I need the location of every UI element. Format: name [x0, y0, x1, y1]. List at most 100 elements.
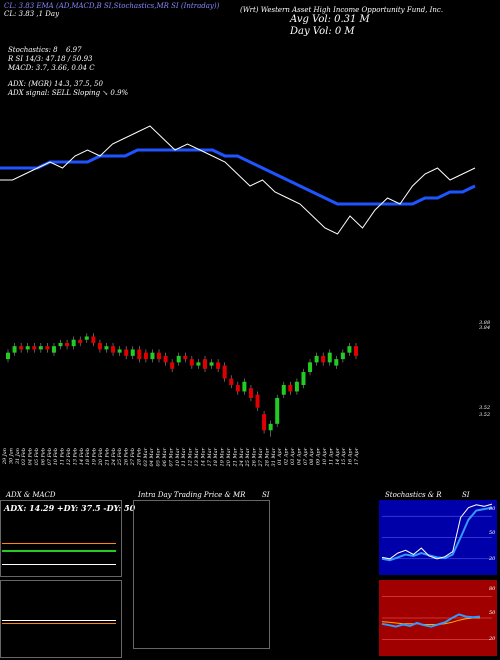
candle-body — [143, 352, 148, 360]
candle-body — [78, 339, 83, 343]
adx-line: ADX: (MGR) 14.3, 37.5, 50 — [8, 80, 103, 88]
candle-body — [97, 342, 102, 350]
date-label: 04 Mar — [149, 447, 155, 466]
candle-body — [12, 346, 17, 353]
rsi-line — [381, 613, 481, 628]
date-label: 03 Apr — [290, 447, 296, 465]
stoch-tick-50: 50 — [489, 530, 496, 536]
date-label: 28 Feb — [136, 448, 142, 466]
rsi-line: R SI 14/3: 47.18 / 50.93 — [8, 55, 93, 63]
avg-vol: Avg Vol: 0.31 M — [290, 14, 370, 25]
candle-body — [157, 352, 162, 360]
candlestick-chart — [6, 333, 358, 437]
date-label: 29 Jan — [2, 448, 8, 465]
adx-panel — [0, 500, 122, 577]
macd-panel — [0, 580, 122, 658]
adx-di-plus-line — [2, 550, 116, 552]
date-label: 19 Mar — [220, 447, 226, 466]
candle-body — [45, 346, 50, 350]
date-label: 10 Mar — [175, 447, 181, 466]
candle-body — [281, 385, 286, 395]
candle-body — [84, 336, 89, 340]
date-label: 31 Jan — [15, 448, 21, 464]
date-label: 20 Mar — [226, 447, 232, 467]
day-vol: Day Vol: 0 M — [290, 26, 355, 37]
date-label: 06 Mar — [162, 447, 168, 466]
candle-body — [340, 352, 345, 360]
candle-body — [242, 381, 247, 392]
stoch-panel-title-2: SI — [462, 491, 470, 499]
stoch-panel-title: Stochastics & R — [385, 491, 442, 499]
adx-panel-title: ADX & MACD — [6, 491, 56, 499]
rsi-tick-20: 20 — [489, 636, 496, 642]
date-label: 17 Apr — [354, 447, 360, 465]
date-label: 06 Feb — [40, 448, 46, 465]
candle-body — [183, 355, 188, 360]
adx-di-minus-line — [2, 543, 116, 544]
date-label: 12 Mar — [188, 447, 194, 466]
stochastics-label: Stochastics: 8 — [8, 46, 58, 54]
date-label: 07 Feb — [47, 448, 53, 465]
date-label: 26 Mar — [252, 447, 258, 467]
candle-body — [255, 394, 260, 408]
candle-body — [104, 346, 109, 350]
candle-body — [301, 372, 306, 385]
adx-line-white — [2, 564, 116, 565]
date-label: 21 Feb — [104, 448, 110, 466]
date-label: 21 Mar — [232, 447, 238, 467]
date-label: 18 Mar — [213, 447, 219, 466]
candle-body — [51, 346, 56, 353]
candle-body — [137, 349, 142, 360]
candle-body — [6, 352, 10, 360]
rsi-tick-80: 80 — [489, 586, 496, 592]
candle-body — [19, 346, 24, 350]
price-high-label: 3.88 — [479, 320, 491, 326]
date-label: 07 Apr — [303, 447, 309, 465]
candle-body — [38, 346, 43, 350]
date-label: 15 Apr — [341, 447, 347, 465]
intraday-panel-title: Intra Day Trading Price & MR — [138, 491, 246, 499]
intraday-panel-title-2: SI — [262, 491, 270, 499]
ticker-line-2: CL: 3.83 ,1 Day — [4, 10, 60, 18]
candle-body — [262, 414, 267, 431]
candle-body — [288, 385, 293, 392]
date-label: 25 Feb — [117, 448, 123, 466]
candle-body — [222, 365, 227, 379]
candle-body — [163, 355, 168, 363]
candle-body — [32, 346, 37, 350]
stoch-k-line — [381, 503, 493, 560]
date-label: 20 Feb — [98, 448, 104, 466]
date-label: 25 Mar — [245, 447, 251, 467]
candle-body — [216, 362, 221, 369]
date-label: 07 Mar — [168, 447, 174, 466]
candle-body — [65, 342, 70, 347]
price-low-label-2: 3.52 — [479, 412, 491, 418]
date-label: 09 Apr — [316, 447, 322, 465]
candle-body — [235, 385, 240, 392]
date-label: 31 Mar — [271, 447, 277, 466]
macd-line — [2, 620, 116, 621]
date-label: 05 Mar — [156, 447, 162, 466]
date-label: 12 Feb — [66, 448, 72, 465]
candle-body — [150, 352, 155, 360]
price-ema-chart — [0, 125, 476, 235]
macd-line: MACD: 3.7, 3.66, 0.04 C — [8, 64, 95, 72]
date-label: 17 Mar — [207, 447, 213, 466]
candle-body — [347, 346, 352, 353]
date-label: 27 Feb — [130, 448, 136, 466]
date-label: 05 Feb — [34, 448, 40, 465]
candle-body — [314, 355, 319, 363]
fund-title: (Wrt) Western Asset High Income Opportun… — [240, 6, 444, 14]
candle-body — [294, 381, 299, 392]
candle-body — [321, 355, 326, 363]
date-label: 11 Feb — [60, 448, 66, 465]
candle-body — [268, 423, 273, 431]
candle-body — [334, 359, 339, 366]
date-label: 16 Apr — [348, 447, 354, 465]
price-low-label: 3.52 — [479, 405, 491, 411]
date-label: 19 Feb — [92, 448, 98, 465]
candle-body — [229, 378, 234, 385]
date-label: 30 Jan — [8, 448, 14, 464]
date-label: 02 Apr — [284, 447, 290, 465]
